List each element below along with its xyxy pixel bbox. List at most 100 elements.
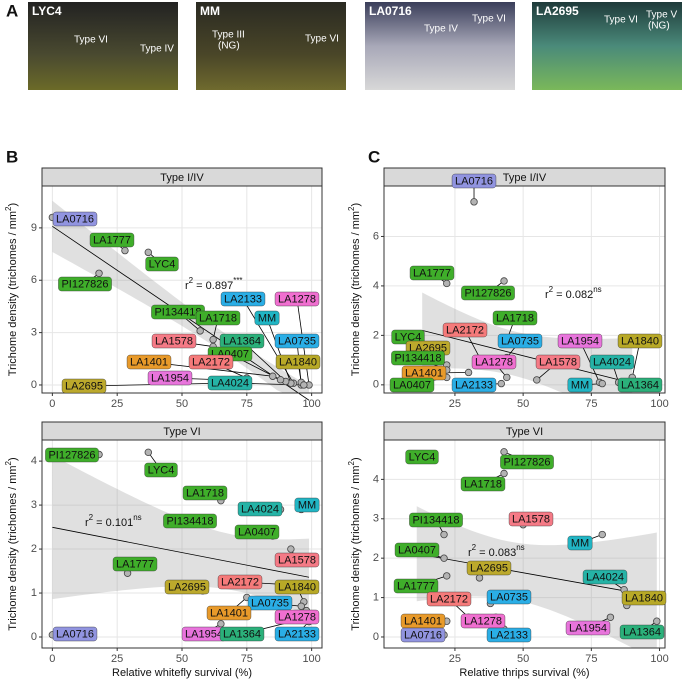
y-axis-label-part: Trichome density (trichomes / mm xyxy=(350,465,362,630)
point-label: LA1777 xyxy=(393,578,439,594)
point-label: LA4024 xyxy=(237,501,283,517)
label-text: LA1278 xyxy=(464,615,502,627)
y-tick-label: 2 xyxy=(373,329,379,341)
label-box xyxy=(207,375,253,391)
label-box xyxy=(497,333,543,349)
label-text: LA2133 xyxy=(224,293,262,305)
point xyxy=(500,277,508,285)
point-label: LA1364 xyxy=(617,377,663,393)
point xyxy=(443,572,451,580)
label-box xyxy=(567,377,593,393)
point xyxy=(95,269,103,277)
point-label: PI134418 xyxy=(151,304,205,320)
label-text: LA1954 xyxy=(569,622,607,634)
point xyxy=(503,373,511,382)
label-box xyxy=(219,626,265,642)
point-label: LA1954 xyxy=(565,620,611,636)
point-label: LA1954 xyxy=(147,370,193,386)
point-label: LA0407 xyxy=(389,377,435,393)
y-axis-label-part: 2 xyxy=(4,460,13,465)
point-label: LA0735 xyxy=(247,595,293,611)
y-axis-label-part: ) xyxy=(350,457,362,461)
label-text: LA0716 xyxy=(455,175,493,187)
y-axis-label: Trichome density (trichomes / mm2) xyxy=(4,203,19,376)
label-text: LA0716 xyxy=(404,629,442,641)
point-label: LA1954 xyxy=(557,333,603,349)
x-tick-label: 0 xyxy=(49,398,55,410)
point-label: LA0716 xyxy=(52,211,98,227)
photo-label: LA0716 xyxy=(369,4,412,18)
point-label: LA1840 xyxy=(275,354,321,370)
photo-note: Type IV xyxy=(424,24,458,35)
point-label: LA1718 xyxy=(182,485,228,501)
point-label: LA1718 xyxy=(460,476,506,492)
r-squared-part: 2 xyxy=(472,543,477,552)
y-tick-label: 3 xyxy=(373,513,379,525)
point-label: LA1278 xyxy=(460,613,506,629)
photo-note: (NG) xyxy=(218,41,240,52)
label-box xyxy=(400,627,446,643)
label-text: LA1718 xyxy=(464,478,502,490)
photo-note: Type VI xyxy=(74,35,108,46)
label-box xyxy=(409,265,455,281)
point-label: LA2172 xyxy=(442,322,488,338)
point-label: PI127826 xyxy=(500,454,554,470)
label-box xyxy=(617,333,663,349)
y-tick-label: 0 xyxy=(31,379,37,391)
label-text: LA2695 xyxy=(470,562,508,574)
panel-border xyxy=(383,185,666,394)
y-tick-label: 4 xyxy=(373,280,379,292)
label-text: PI127826 xyxy=(503,456,550,468)
label-text: LA2695 xyxy=(168,581,206,593)
label-text: LA4024 xyxy=(593,356,631,368)
photo-label: MM xyxy=(200,4,220,18)
r-squared-part: r xyxy=(545,289,549,301)
x-tick-label: 50 xyxy=(517,653,529,665)
point-label: LA2133 xyxy=(274,626,320,642)
photo-image xyxy=(196,2,346,90)
label-text: LA0735 xyxy=(278,335,316,347)
label-text: LYC4 xyxy=(395,331,422,343)
label-box xyxy=(394,542,440,558)
point xyxy=(217,620,225,628)
point xyxy=(269,372,277,380)
photo-note: Type III xyxy=(212,30,245,41)
point xyxy=(209,335,217,344)
point-label: LA0716 xyxy=(52,626,98,642)
label-text: LA1364 xyxy=(623,626,661,638)
leader-line xyxy=(266,317,292,384)
photo-label: LA2695 xyxy=(536,4,579,18)
point xyxy=(606,613,615,621)
r-squared-part: r xyxy=(85,517,89,529)
label-text: PI127826 xyxy=(464,287,511,299)
label-text: PI134418 xyxy=(166,515,213,527)
point xyxy=(598,379,606,388)
label-text: LA0407 xyxy=(238,526,276,538)
x-tick-label: 50 xyxy=(176,398,188,410)
point-label: LA1578 xyxy=(535,354,581,370)
point-label: LA1777 xyxy=(89,232,135,248)
regression-line xyxy=(416,553,657,598)
label-text: MM xyxy=(571,379,589,391)
x-tick-label: 75 xyxy=(241,398,253,410)
point-label: LA1578 xyxy=(151,333,197,349)
point-label: LA2133 xyxy=(220,291,266,307)
label-text: LA2695 xyxy=(65,380,103,392)
label-box xyxy=(492,310,538,326)
y-tick-label: 3 xyxy=(31,499,37,511)
point xyxy=(443,279,451,288)
panel-border xyxy=(41,185,323,394)
label-text: LA4024 xyxy=(211,377,249,389)
photo-note: Type VI xyxy=(604,15,638,26)
y-axis-label-part: Trichome density (trichomes / mm xyxy=(7,465,19,630)
point-label: LA1401 xyxy=(206,605,252,621)
point-label: LA1718 xyxy=(492,310,538,326)
y-axis-label-part: 2 xyxy=(347,460,356,465)
r-squared-part: ns xyxy=(516,543,524,552)
y-tick-label: 1 xyxy=(373,591,379,603)
label-box xyxy=(217,574,263,590)
label-text: LA1578 xyxy=(539,356,577,368)
label-box xyxy=(409,512,463,528)
point-label: MM xyxy=(567,377,593,393)
